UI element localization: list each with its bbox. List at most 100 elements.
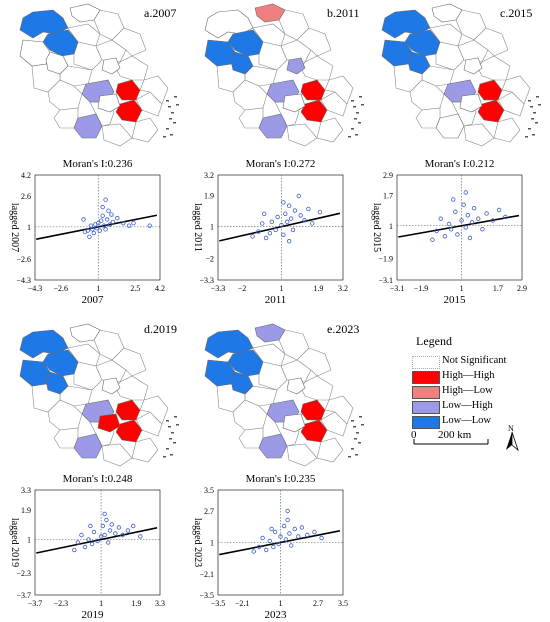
data-point — [292, 526, 297, 532]
y-tick-label: −3.5 — [199, 591, 214, 600]
data-point — [126, 223, 132, 228]
map-island — [528, 100, 531, 102]
x-axis-label: 2011 — [265, 294, 287, 305]
data-point — [461, 202, 466, 207]
data-point — [98, 218, 104, 223]
map-island — [166, 448, 169, 450]
y-tick-label: −1.9 — [378, 254, 393, 263]
data-point — [299, 525, 305, 530]
y-tick-label: 1.9 — [21, 506, 31, 515]
map-island — [169, 438, 172, 440]
map-island — [355, 134, 358, 136]
legend-item-high-low: High—Low — [412, 385, 548, 400]
map-region-r10 — [101, 57, 121, 75]
map-region-r10 — [286, 377, 306, 395]
map-island — [535, 122, 538, 124]
map-region-r7 — [115, 399, 141, 421]
map-region-r5 — [69, 3, 101, 23]
map-region-r7 — [115, 79, 141, 101]
legend-item-low-low: Low—Low — [412, 415, 548, 430]
data-point — [82, 544, 88, 550]
data-point — [269, 219, 275, 225]
x-tick-label: 3.3 — [155, 599, 165, 608]
data-point — [496, 207, 502, 213]
map-region-r8 — [477, 99, 505, 123]
regression-line — [398, 214, 520, 238]
y-tick-label: 1.7 — [383, 191, 393, 200]
data-point — [251, 549, 256, 554]
map-island — [533, 112, 536, 114]
moran-scatter-2007: Moran's I:0.236 −4.3 −2.6 1 2.5 4.2 4.2 2.6 1 −2.… — [9, 158, 165, 305]
map-island — [532, 134, 535, 136]
x-tick-label: 2.9 — [517, 284, 527, 293]
moran-i-title: Moran's I:0.272 — [246, 158, 316, 170]
data-point — [260, 221, 265, 226]
map-island — [174, 416, 177, 418]
data-point — [267, 538, 272, 544]
regression-line — [36, 527, 158, 554]
data-point — [89, 541, 95, 547]
data-point — [109, 522, 114, 527]
map-region-r11 — [282, 93, 306, 113]
map-island — [171, 112, 174, 114]
map-region-outline — [131, 117, 159, 143]
y-tick-label: 3.2 — [204, 171, 214, 180]
data-point — [469, 220, 475, 225]
x-tick-label: −2 — [238, 284, 247, 293]
data-point — [72, 547, 77, 553]
map-island — [176, 104, 179, 106]
data-point — [79, 532, 84, 538]
map-region-outline — [232, 399, 268, 431]
panel-label-2007: a.2007 — [144, 6, 177, 20]
map-region-outline — [101, 123, 133, 147]
data-point — [272, 529, 278, 535]
moran-scatter-2011: Moran's I:0.272 −3.3 −2 1 1.9 3.2 3.2 1.9 1 −2 −3.… — [192, 158, 348, 305]
y-tick-label: −2.6 — [16, 255, 31, 264]
map-island — [171, 432, 174, 434]
plot-frame — [34, 174, 161, 281]
map-region-r9 — [73, 113, 103, 139]
data-point — [288, 216, 294, 221]
data-point — [97, 228, 102, 233]
x-tick-label: 1 — [279, 284, 283, 293]
map-region-r7 — [477, 79, 503, 101]
map-region-outline — [101, 443, 133, 467]
data-point — [96, 220, 101, 226]
data-point — [101, 223, 107, 228]
y-tick-label: −3.3 — [199, 276, 214, 285]
map-region-r5 — [69, 323, 101, 343]
map-region-outline — [238, 427, 264, 449]
y-tick-label: 4.2 — [21, 171, 31, 180]
moran-scatter-2023: Moran's I:0.235 −3.5 −2.1 1 2.7 3.5 3.5 2.7 1 −2.… — [192, 473, 348, 620]
x-tick-label: 1.9 — [313, 284, 323, 293]
map-island — [173, 442, 176, 444]
data-point — [276, 541, 281, 547]
x-tick-label: 2.5 — [130, 284, 140, 293]
map-region-r8 — [115, 99, 143, 123]
data-point — [256, 229, 261, 234]
map-island — [351, 448, 354, 450]
data-point — [281, 200, 286, 205]
x-axis-label: 2007 — [82, 294, 105, 305]
data-point — [90, 227, 95, 232]
x-tick-label: 3.2 — [338, 284, 348, 293]
map-region-r10 — [286, 57, 306, 75]
x-tick-label: −2.1 — [235, 599, 250, 608]
data-point — [86, 537, 91, 542]
data-point — [463, 225, 468, 230]
data-point — [267, 230, 273, 236]
data-point — [298, 213, 303, 218]
data-point — [438, 216, 443, 221]
data-point — [261, 211, 267, 216]
map-region-r5 — [431, 3, 463, 23]
x-tick-label: 3.5 — [338, 599, 348, 608]
map-island — [358, 442, 361, 444]
map-island — [359, 416, 362, 418]
data-point — [453, 209, 458, 214]
data-point — [115, 216, 120, 221]
data-point — [273, 227, 278, 233]
map-region-outline — [47, 79, 83, 111]
data-point — [446, 221, 452, 227]
data-point — [484, 211, 489, 216]
north-arrow-icon: N — [506, 424, 519, 452]
